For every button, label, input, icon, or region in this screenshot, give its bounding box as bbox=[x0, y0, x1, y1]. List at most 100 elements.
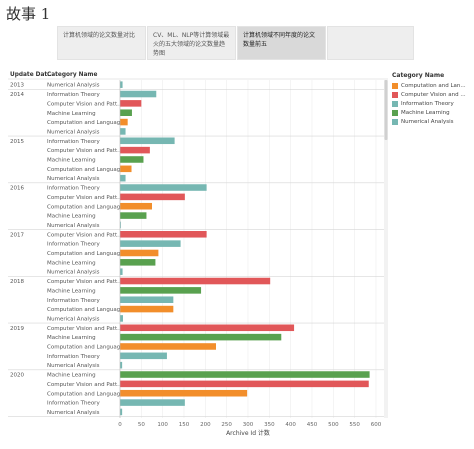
category-label: Computer Vision and Patt.. bbox=[47, 195, 121, 201]
bar bbox=[120, 212, 147, 219]
category-label: Machine Learning bbox=[47, 288, 96, 294]
legend-item[interactable]: Machine Learning bbox=[392, 108, 472, 117]
bar bbox=[120, 296, 174, 303]
bar bbox=[120, 305, 174, 313]
category-label: Information Theory bbox=[47, 92, 100, 98]
category-label: Information Theory bbox=[47, 401, 100, 407]
bar bbox=[120, 184, 207, 191]
legend-item[interactable]: Computer Vision and ... bbox=[392, 90, 472, 99]
legend: Category Name Computation and Lan... Comp… bbox=[392, 72, 472, 126]
story-tabs: 计算机领域的论文数量对比 CV、ML、NLP等计算领域最火的五大领域的论文数量趋… bbox=[57, 26, 414, 62]
bar bbox=[120, 399, 185, 406]
bar bbox=[120, 202, 152, 210]
bar bbox=[120, 156, 144, 163]
bar bbox=[120, 371, 370, 378]
legend-swatch bbox=[392, 118, 398, 125]
bar bbox=[120, 259, 156, 266]
category-label: Numerical Analysis bbox=[47, 129, 100, 135]
year-label: 2017 bbox=[10, 232, 24, 238]
category-label: Computation and Language bbox=[47, 167, 124, 173]
category-label: Numerical Analysis bbox=[47, 270, 100, 276]
category-label: Machine Learning bbox=[47, 111, 96, 117]
x-tick-label: 50 bbox=[138, 422, 145, 428]
year-label: 2018 bbox=[10, 279, 24, 285]
x-tick-label: 350 bbox=[264, 422, 275, 428]
story-tab-3[interactable]: 计算机领域不同年度的论文数量前五 bbox=[237, 26, 326, 60]
legend-swatch bbox=[392, 100, 398, 107]
year-label: 2016 bbox=[10, 186, 24, 192]
legend-swatch bbox=[392, 109, 398, 116]
category-label: Numerical Analysis bbox=[47, 83, 100, 89]
category-label: Machine Learning bbox=[47, 373, 96, 379]
x-tick-label: 600 bbox=[371, 422, 382, 428]
x-tick-label: 0 bbox=[118, 422, 122, 428]
category-label: Information Theory bbox=[47, 139, 100, 145]
bar bbox=[120, 118, 128, 126]
legend-label: Numerical Analysis bbox=[401, 118, 454, 125]
category-label: Machine Learning bbox=[47, 158, 96, 164]
bar bbox=[120, 343, 216, 350]
legend-item[interactable]: Information Theory bbox=[392, 99, 472, 108]
story-tab-4[interactable] bbox=[327, 26, 414, 60]
x-tick-label: 250 bbox=[221, 422, 232, 428]
category-label: Machine Learning bbox=[47, 335, 96, 341]
category-label: Machine Learning bbox=[47, 214, 96, 220]
category-label: Computer Vision and Patt.. bbox=[47, 326, 121, 332]
bar bbox=[120, 174, 126, 182]
category-label: Computer Vision and Patt.. bbox=[47, 232, 121, 238]
bar bbox=[120, 287, 202, 294]
category-label: Numerical Analysis bbox=[47, 176, 100, 182]
bar bbox=[120, 109, 132, 116]
bar bbox=[120, 193, 185, 201]
bar bbox=[120, 146, 150, 154]
bar bbox=[120, 249, 159, 257]
bar bbox=[120, 352, 167, 360]
bar bbox=[120, 333, 282, 341]
legend-title: Category Name bbox=[392, 72, 445, 79]
bar bbox=[120, 81, 123, 88]
x-tick-label: 100 bbox=[157, 422, 168, 428]
year-label: 2014 bbox=[10, 92, 24, 98]
bar bbox=[120, 100, 142, 107]
legend-item[interactable]: Computation and Lan... bbox=[392, 81, 472, 90]
category-label: Machine Learning bbox=[47, 260, 96, 266]
legend-label: Information Theory bbox=[401, 100, 454, 107]
legend-label: Computation and Lan... bbox=[401, 82, 466, 89]
legend-label: Machine Learning bbox=[401, 109, 450, 116]
category-label: Computer Vision and Patt.. bbox=[47, 148, 121, 154]
bar bbox=[120, 128, 126, 135]
bar bbox=[120, 277, 271, 285]
year-label: 2015 bbox=[10, 139, 24, 145]
bar bbox=[120, 240, 181, 247]
category-label: Computer Vision and Patt.. bbox=[47, 279, 121, 285]
x-tick-label: 150 bbox=[179, 422, 190, 428]
bar bbox=[120, 137, 175, 145]
category-label: Computation and Language bbox=[47, 345, 124, 351]
x-tick-label: 200 bbox=[200, 422, 211, 428]
year-label: 2013 bbox=[10, 83, 24, 89]
x-tick-label: 500 bbox=[328, 422, 339, 428]
bar bbox=[120, 315, 123, 322]
x-tick-label: 300 bbox=[243, 422, 254, 428]
category-label: Numerical Analysis bbox=[47, 223, 100, 229]
category-label: Computation and Language bbox=[47, 251, 124, 257]
category-label: Numerical Analysis bbox=[47, 316, 100, 322]
legend-item[interactable]: Numerical Analysis bbox=[392, 117, 472, 126]
story-tab-2[interactable]: CV、ML、NLP等计算领域最火的五大领域的论文数量趋势图 bbox=[147, 26, 236, 60]
bar bbox=[120, 268, 123, 275]
story-tab-1[interactable]: 计算机领域的论文数量对比 bbox=[57, 26, 146, 60]
x-tick-label: 400 bbox=[285, 422, 296, 428]
bar bbox=[120, 380, 369, 388]
scrollbar-track bbox=[384, 80, 388, 418]
x-axis-title: Archive Id 计数 bbox=[226, 429, 270, 437]
category-label: Computer Vision and Patt.. bbox=[47, 101, 121, 107]
year-label: 2020 bbox=[10, 373, 24, 379]
bar bbox=[120, 361, 123, 369]
category-label: Computation and Language bbox=[47, 307, 124, 313]
x-tick-label: 550 bbox=[349, 422, 360, 428]
bar bbox=[120, 389, 248, 397]
category-label: Information Theory bbox=[47, 242, 100, 248]
bar bbox=[120, 408, 123, 416]
row-header-category: Category Name bbox=[47, 72, 97, 78]
